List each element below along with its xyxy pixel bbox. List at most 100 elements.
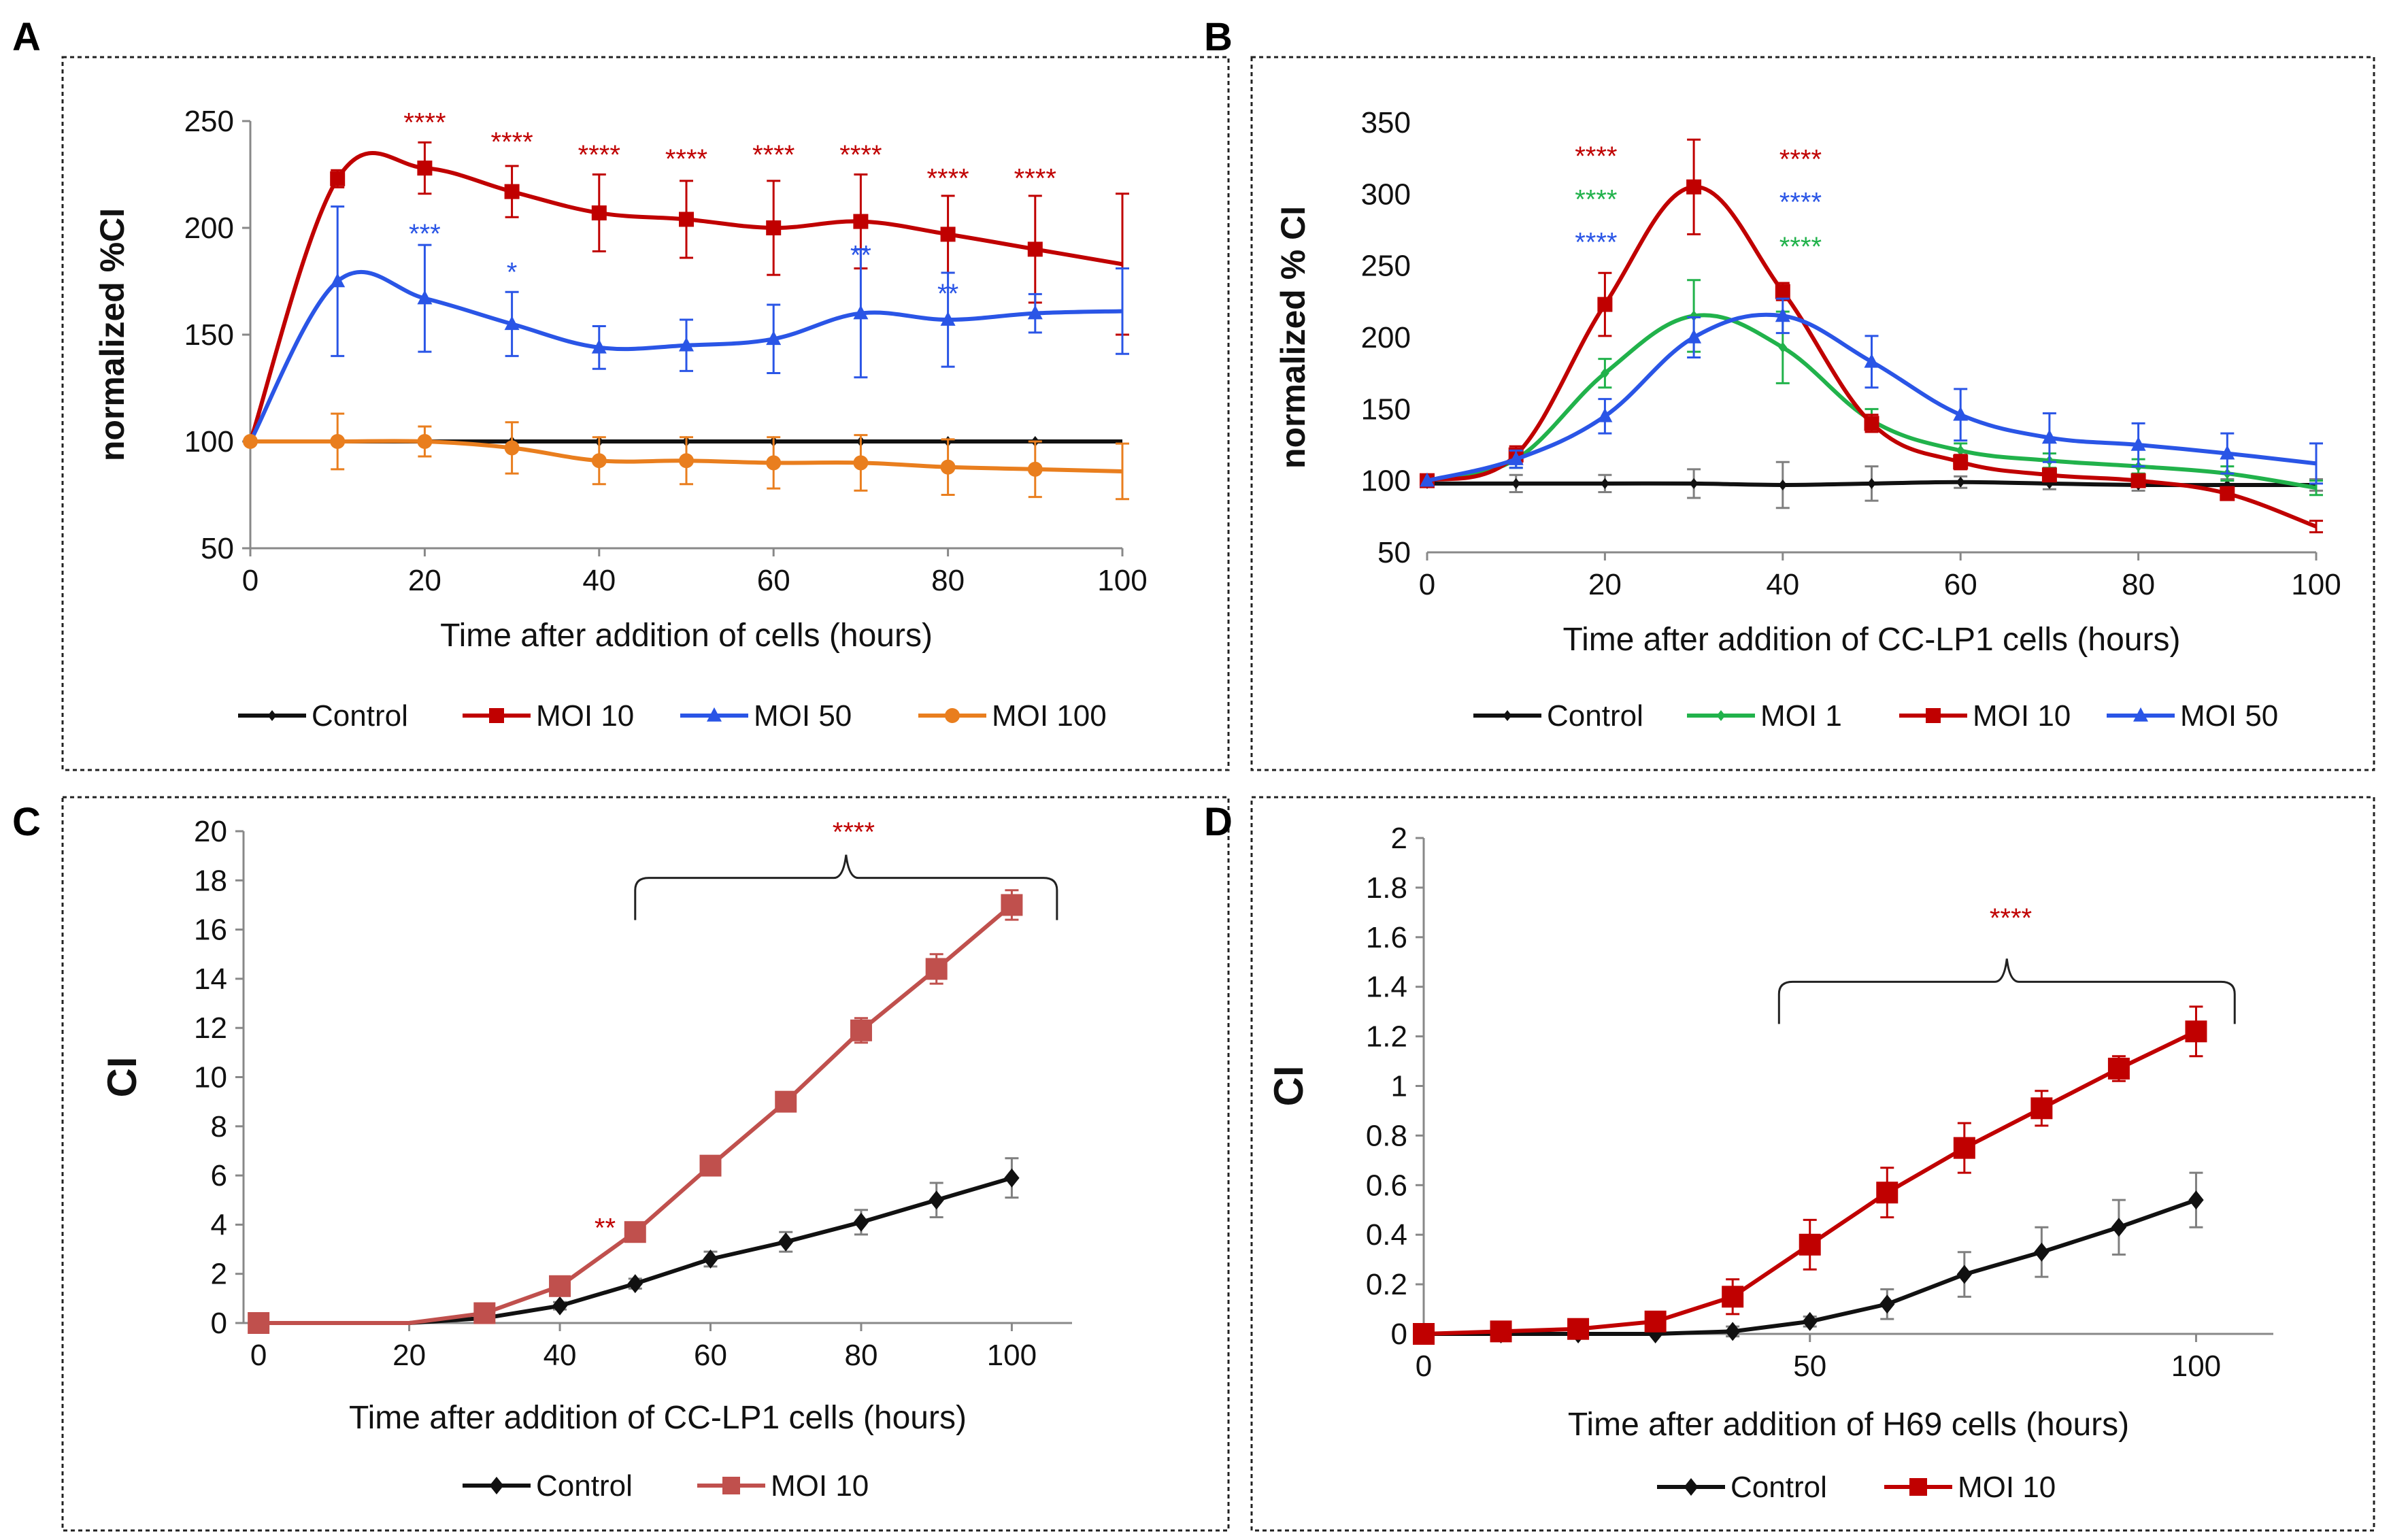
chart-a-significance-label: **** <box>490 127 533 157</box>
chart-b-moi-50-point <box>2041 429 2057 444</box>
chart-b-y-title: normalized % CI <box>1274 206 1312 469</box>
chart-d-moi-10-point <box>1490 1320 1512 1343</box>
chart-b-moi-10-point <box>1864 416 1879 431</box>
chart-c-x-tick-label: 20 <box>392 1339 426 1372</box>
panel-letter-c: C <box>12 800 41 844</box>
chart-b-legend-swatch-marker <box>1716 710 1726 721</box>
chart-a-series-moi-10 <box>248 141 1129 442</box>
chart-b-moi-10-point <box>2130 473 2146 488</box>
chart-c-legend-item-control: Control <box>463 1469 633 1503</box>
chart-c-control-point <box>853 1212 869 1232</box>
chart-b-y-tick-label: 350 <box>1361 106 1411 139</box>
chart-b-legend-label: Control <box>1547 699 1643 733</box>
chart-c-moi-10-point <box>699 1154 722 1177</box>
chart-a-legend-swatch-marker <box>489 708 504 723</box>
chart-b-legend-item-control: Control <box>1473 699 1643 733</box>
chart-d-y-tick-label: 1.6 <box>1366 921 1407 954</box>
chart-d-moi-10-point <box>1876 1182 1899 1204</box>
chart-c-y-tick-label: 0 <box>211 1307 227 1340</box>
chart-c-moi-10-point <box>624 1221 646 1243</box>
chart-d-y-tick-label: 2 <box>1391 822 1407 855</box>
chart-b-x-tick-label: 20 <box>1588 568 1622 601</box>
chart-a-significance-label: **** <box>752 140 795 170</box>
chart-b-legend-swatch-marker <box>2133 707 2148 722</box>
chart-b-legend-item-moi-50: MOI 50 <box>2107 699 2278 733</box>
chart-c-y-tick-label: 14 <box>194 962 227 996</box>
chart-b-control-point <box>1867 478 1876 489</box>
chart-c-moi-10-point <box>549 1275 571 1297</box>
chart-a-legend-swatch-marker <box>707 707 722 722</box>
chart-a-moi-50-line <box>248 269 1123 443</box>
chart-c-x-tick-label: 60 <box>694 1339 727 1372</box>
panel-a-frame <box>61 56 1230 771</box>
chart-d-legend-item-control: Control <box>1657 1471 1827 1504</box>
chart-c-control-line <box>258 1175 1013 1325</box>
chart-c-series-moi-10 <box>248 889 1023 1334</box>
chart-b-moi-10-point <box>1597 297 1613 312</box>
chart-c-control-point <box>1004 1168 1020 1188</box>
chart-a-significance-label: **** <box>403 108 446 138</box>
chart-a-moi-50-point <box>591 339 607 354</box>
chart-b-x-tick-label: 60 <box>1944 568 1977 601</box>
chart-a-legend-label: Control <box>312 699 408 733</box>
chart-a-moi-100-point <box>330 434 346 449</box>
chart-c-control-point <box>703 1250 718 1269</box>
chart-a-y-tick-label: 50 <box>201 532 234 565</box>
chart-d-x-tick-label: 100 <box>2171 1350 2221 1383</box>
chart-c-y-title: CI <box>99 1057 145 1098</box>
chart-b-moi-10-point <box>1686 179 1702 195</box>
chart-a-significance-label: **** <box>839 140 882 170</box>
chart-b-significance-label: **** <box>1779 232 1822 262</box>
chart-a-legend-label: MOI 100 <box>992 699 1107 733</box>
chart-c-y-tick-label: 10 <box>194 1061 227 1094</box>
chart-d-y-tick-label: 0.4 <box>1366 1218 1407 1252</box>
chart-d-legend-label: Control <box>1730 1471 1827 1504</box>
chart-a-moi-10-point <box>591 205 607 221</box>
chart-b-moi-50-point <box>2130 436 2146 451</box>
chart-b-moi-50-point <box>2220 445 2235 460</box>
panel-letter-b: B <box>1204 15 1233 59</box>
chart-d-control-point <box>1956 1265 1973 1284</box>
chart-b-y-tick-label: 150 <box>1361 392 1411 426</box>
chart-b-control-point <box>1601 478 1609 489</box>
chart-c-moi-10-line <box>258 903 1014 1325</box>
chart-d-legend-swatch-marker <box>1684 1478 1699 1496</box>
chart-d-control-point <box>2034 1242 2050 1262</box>
chart-c-y-tick-label: 20 <box>194 815 227 848</box>
chart-b-series-control <box>1422 461 2323 509</box>
chart-d-control-point <box>1724 1322 1741 1341</box>
panel-letter-d: D <box>1204 800 1233 844</box>
chart-c-control-point <box>627 1274 643 1294</box>
chart-b-control-point <box>1778 479 1788 490</box>
chart-d-legend-swatch-marker <box>1909 1478 1927 1496</box>
panel-letter-a: A <box>12 15 41 59</box>
chart-a-legend-item-moi-10: MOI 10 <box>463 699 634 733</box>
chart-b-moi-1-point <box>1956 445 1965 456</box>
chart-b-moi-50-point <box>1775 307 1790 322</box>
chart-b-moi-10-point <box>2041 467 2057 483</box>
chart-a-moi-100-point <box>417 434 433 449</box>
chart-a-moi-10-point <box>330 171 346 186</box>
chart-d-moi-10-line <box>1423 1029 2197 1336</box>
chart-c-legend: Control MOI 10 <box>463 1469 869 1503</box>
panel-d: D 0 0.2 0.4 0.6 0.8 1 1.2 1.4 1.6 1.8 2 0 50 100 Time … <box>1204 796 2375 1532</box>
chart-b-x-tick-label: 80 <box>2122 568 2155 601</box>
chart-c-legend-label: Control <box>536 1469 633 1503</box>
chart-d-control-point <box>2188 1190 2204 1210</box>
chart-d-moi-10-point <box>1413 1323 1435 1345</box>
chart-a-moi-100-point <box>766 455 782 471</box>
chart-a-y-tick-label: 100 <box>184 425 234 458</box>
panel-d-frame <box>1250 796 2375 1532</box>
chart-a-significance-label: **** <box>1014 163 1056 193</box>
chart-c-legend-swatch-marker <box>722 1477 740 1494</box>
chart-d-x-tick-label: 50 <box>1793 1350 1826 1383</box>
chart-c-series-control <box>250 1157 1020 1333</box>
chart-a-significance-label: * <box>507 258 518 288</box>
chart-c-legend-item-moi-10: MOI 10 <box>697 1469 869 1503</box>
chart-a-legend: Control MOI 10 MOI 50 MOI 100 <box>238 699 1107 733</box>
chart-b-legend-label: MOI 10 <box>1973 699 2071 733</box>
chart-a-series-moi-50 <box>248 205 1129 443</box>
chart-b-x-title: Time after addition of CC-LP1 cells (hou… <box>1563 622 2181 658</box>
chart-c-legend-label: MOI 10 <box>771 1469 869 1503</box>
chart-b-moi-50-point <box>1597 407 1613 422</box>
